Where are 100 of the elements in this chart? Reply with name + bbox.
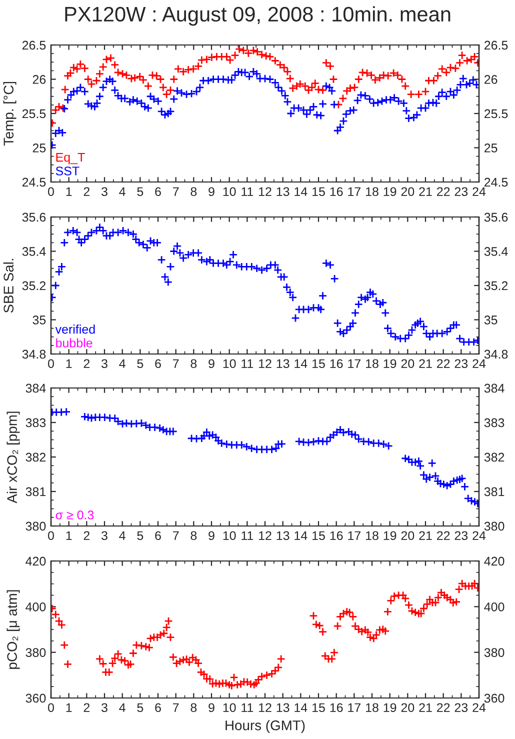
x-tick-label: 14 [294, 187, 308, 196]
y2-tick-label: 26 [484, 75, 498, 84]
x-tick-label: 6 [155, 187, 161, 196]
x-tick-label: 9 [208, 531, 214, 540]
x-tick-label: 12 [259, 531, 272, 540]
x-axis-title: Hours (GMT) [226, 720, 305, 734]
x-tick-label: 9 [208, 359, 214, 368]
x-tick-label: 1 [66, 187, 72, 196]
x-tick-label: 16 [330, 531, 343, 540]
y-tick-label: 360 [26, 694, 46, 703]
x-tick-label: 6 [155, 531, 161, 540]
y2-tick-label: 360 [484, 694, 504, 703]
x-tick-label: 22 [437, 187, 450, 196]
x-tick-label: 16 [330, 703, 343, 712]
x-tick-label: 4 [119, 187, 126, 196]
x-tick-label: 21 [419, 359, 432, 368]
x-tick-label: 22 [437, 359, 450, 368]
y2-tick-label: 35.6 [484, 212, 508, 222]
y2-tick-label: 35.4 [484, 247, 508, 256]
y-tick-label: 26.5 [22, 40, 46, 50]
x-tick-label: 10 [223, 531, 236, 540]
y-tick-label: 35.6 [22, 212, 46, 222]
x-tick-label: 16 [330, 359, 343, 368]
x-tick-label: 14 [294, 359, 308, 368]
x-tick-label: 9 [208, 187, 214, 196]
x-tick-label: 23 [454, 187, 468, 196]
x-tick-label: 12 [259, 703, 272, 712]
x-tick-label: 10 [223, 359, 236, 368]
x-tick-label: 16 [330, 187, 343, 196]
y2-tick-label: 24.5 [484, 178, 508, 187]
x-tick-label: 5 [137, 703, 144, 712]
x-tick-label: 1 [66, 359, 72, 368]
y-axis-title: Air xCO₂ [ppm] [6, 412, 20, 504]
x-tick-label: 0 [48, 703, 54, 712]
x-tick-label: 7 [173, 703, 179, 712]
x-tick-label: 5 [137, 359, 144, 368]
y2-tick-label: 400 [484, 602, 504, 612]
x-tick-label: 18 [366, 359, 378, 368]
x-tick-label: 24 [472, 531, 486, 540]
x-tick-label: 0 [48, 359, 54, 368]
y2-tick-label: 384 [484, 384, 504, 393]
x-tick-label: 2 [84, 703, 90, 712]
y-tick-label: 381 [26, 487, 46, 496]
x-tick-label: 19 [384, 359, 396, 368]
x-tick-label: 18 [366, 703, 378, 712]
y-tick-label: 25.5 [22, 109, 46, 118]
x-tick-label: 15 [312, 531, 325, 540]
x-tick-label: 22 [437, 703, 450, 712]
x-tick-label: 24 [472, 359, 486, 368]
x-tick-label: 18 [366, 531, 378, 540]
y2-tick-label: 380 [484, 522, 504, 531]
x-tick-label: 23 [454, 703, 468, 712]
y-tick-label: 35.4 [22, 247, 46, 256]
x-tick-label: 22 [437, 531, 450, 540]
x-tick-label: 14 [294, 703, 308, 712]
y-tick-label: 34.8 [22, 350, 46, 359]
y2-tick-label: 381 [484, 487, 504, 496]
x-tick-label: 15 [312, 359, 325, 368]
y-tick-label: 382 [26, 452, 46, 462]
x-tick-label: 17 [348, 359, 360, 368]
x-tick-label: 13 [276, 359, 290, 368]
x-tick-label: 15 [312, 187, 325, 196]
x-tick-label: 8 [190, 703, 197, 712]
y-tick-label: 26 [32, 75, 46, 84]
x-tick-label: 8 [190, 359, 197, 368]
x-tick-label: 19 [384, 531, 396, 540]
y-tick-label: 420 [26, 556, 46, 566]
x-tick-label: 21 [419, 187, 432, 196]
x-tick-label: 17 [348, 703, 360, 712]
x-tick-label: 12 [259, 359, 272, 368]
x-tick-label: 12 [259, 187, 272, 196]
x-tick-label: 11 [242, 703, 254, 712]
x-tick-label: 17 [348, 187, 360, 196]
x-tick-label: 23 [454, 359, 468, 368]
x-tick-label: 20 [401, 359, 414, 368]
x-tick-label: 19 [384, 703, 396, 712]
y2-tick-label: 35.2 [484, 281, 508, 290]
x-tick-label: 23 [454, 531, 468, 540]
x-tick-label: 3 [102, 703, 108, 712]
x-tick-label: 11 [242, 187, 254, 196]
y2-tick-label: 383 [484, 418, 504, 428]
y-axis-title: pCO₂ [μ atm] [6, 590, 20, 669]
y2-tick-label: 35 [484, 316, 498, 324]
x-tick-label: 4 [119, 359, 126, 368]
annotation: bubble [56, 338, 92, 348]
x-tick-label: 21 [419, 703, 432, 712]
x-tick-label: 7 [173, 187, 179, 196]
x-tick-label: 6 [155, 359, 161, 368]
x-tick-label: 6 [155, 703, 161, 712]
x-tick-label: 21 [419, 531, 432, 540]
x-tick-label: 10 [223, 187, 236, 196]
x-tick-label: 18 [366, 187, 378, 196]
x-tick-label: 1 [66, 703, 72, 712]
y-tick-label: 35 [32, 316, 46, 324]
x-tick-label: 3 [102, 187, 108, 196]
x-tick-label: 17 [348, 531, 360, 540]
annotation: σ ≥ 0.3 [56, 510, 94, 520]
y2-tick-label: 420 [484, 556, 504, 566]
y-tick-label: 35.2 [22, 281, 46, 290]
y-axis-title: Temp. [°C] [3, 82, 16, 146]
